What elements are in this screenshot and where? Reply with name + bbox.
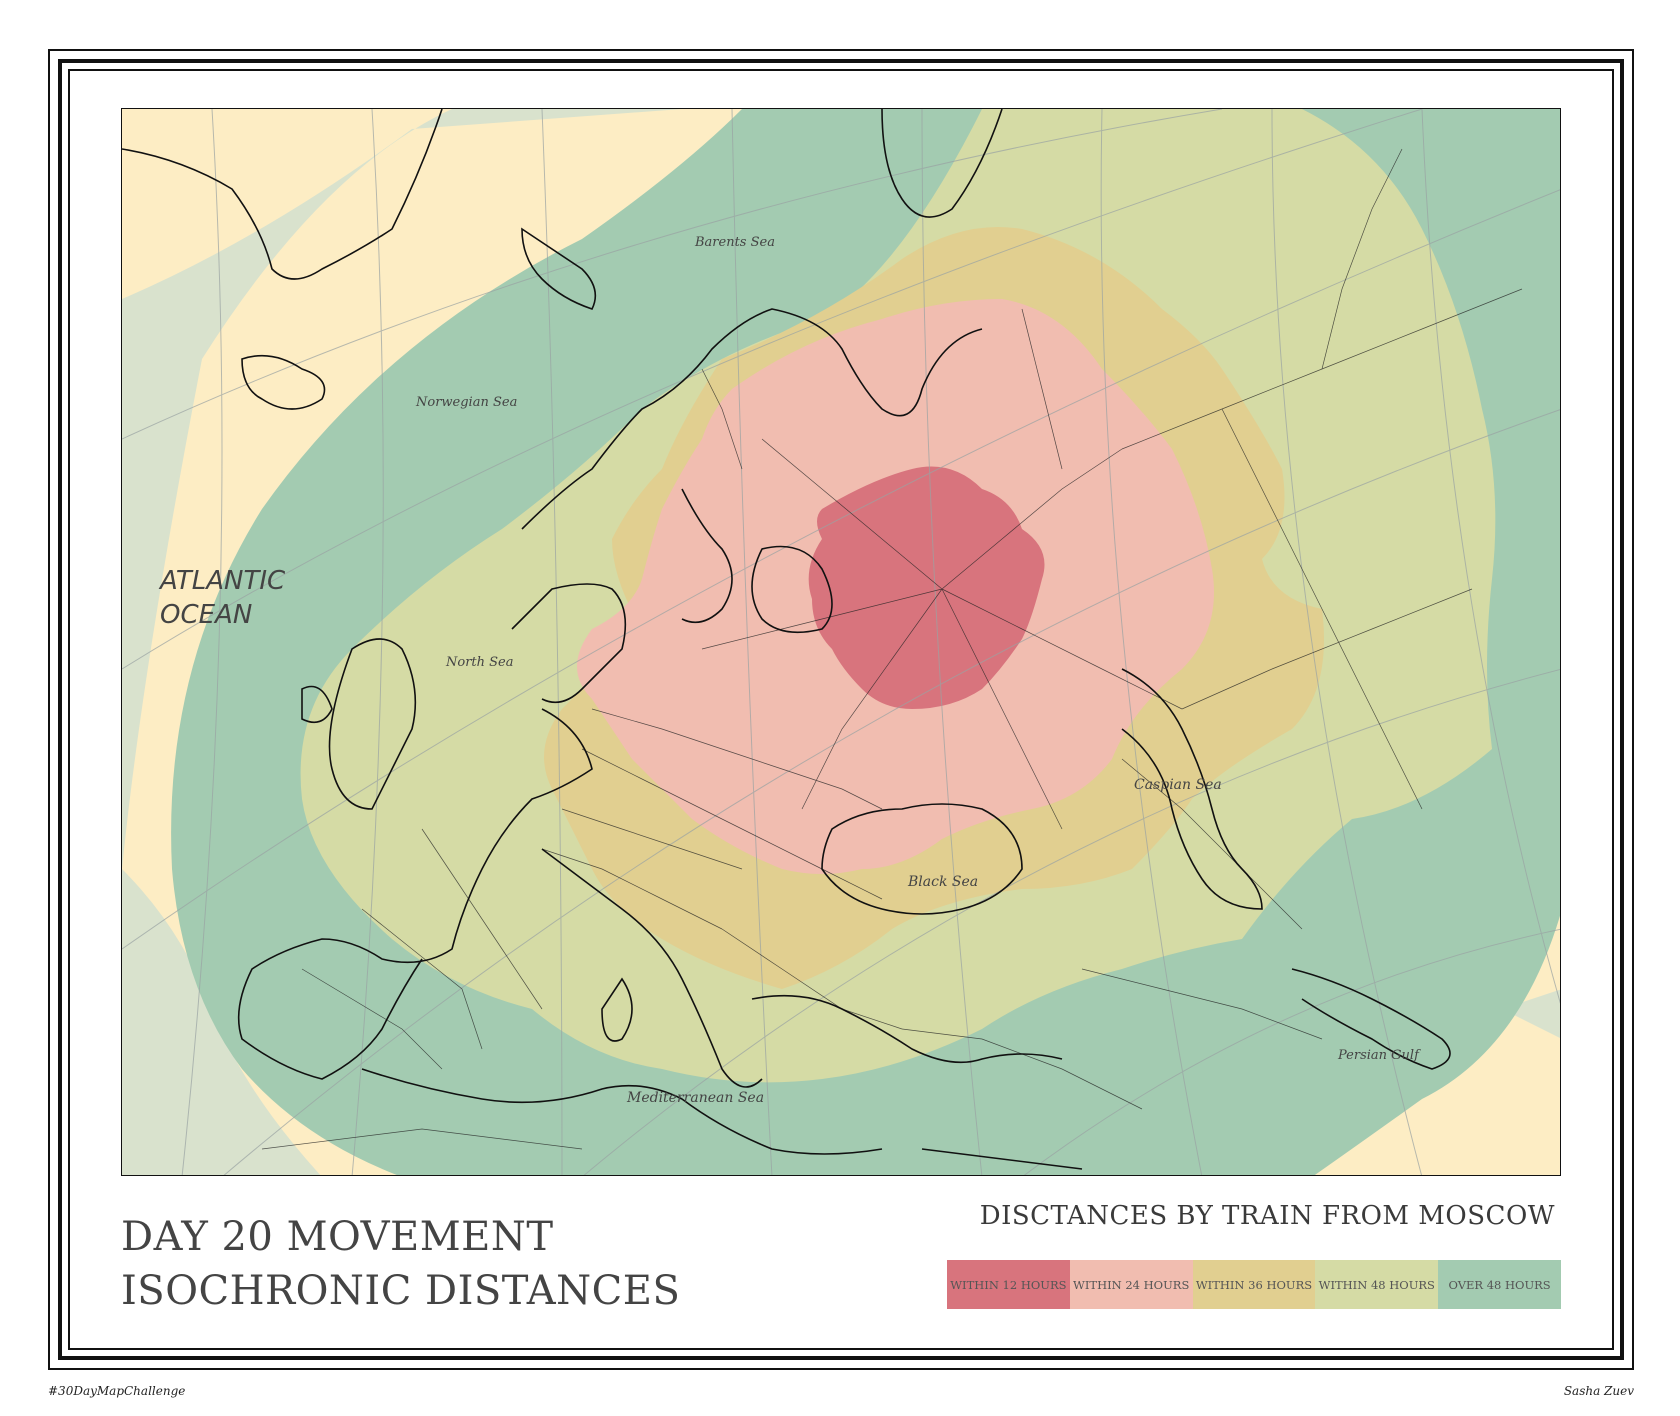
mediterranean-sea-label: Mediterranean Sea <box>626 1090 764 1106</box>
barents-sea-label: Barents Sea <box>694 235 775 250</box>
far-sea-zone-sw <box>122 869 321 1175</box>
far-sea-zone-se <box>1502 989 1560 1038</box>
author-footer: Sasha Zuev <box>1563 1384 1634 1398</box>
atlantic-label-line2: OCEAN <box>160 600 252 630</box>
middle-frame <box>58 59 1624 1360</box>
legend-item-within-12-hours: WITHIN 12 HOURS <box>947 1260 1070 1309</box>
greenland-land <box>122 109 452 289</box>
north-sea-label: North Sea <box>445 655 514 670</box>
caspian-sea-label: Caspian Sea <box>1134 777 1222 793</box>
map-title-line2: ISOCHRONIC DISTANCES <box>121 1268 681 1314</box>
legend-title: DISCTANCES BY TRAIN FROM MOSCOW <box>979 1201 1555 1231</box>
inner-frame <box>68 69 1614 1350</box>
legend-item-within-48-hours: WITHIN 48 HOURS <box>1315 1260 1439 1309</box>
outer-frame <box>48 49 1634 1370</box>
coastlines <box>122 109 1451 1170</box>
atlantic-label-line1: ATLANTIC <box>158 566 286 596</box>
map-title-line1: DAY 20 MOVEMENT <box>121 1214 554 1260</box>
map-panel[interactable]: ATLANTIC OCEAN Barents Sea Norwegian Sea… <box>121 108 1561 1176</box>
map-title: DAY 20 MOVEMENT ISOCHRONIC DISTANCES <box>121 1210 680 1318</box>
hashtag-footer: #30DayMapChallenge <box>48 1384 186 1398</box>
norwegian-sea-label: Norwegian Sea <box>415 395 517 410</box>
graticule <box>122 109 1560 1175</box>
persian-gulf-label: Persian Gulf <box>1337 1048 1421 1063</box>
legend-item-over-48-hours: OVER 48 HOURS <box>1438 1260 1561 1309</box>
legend-item-within-24-hours: WITHIN 24 HOURS <box>1069 1260 1193 1309</box>
legend-item-within-36-hours: WITHIN 36 HOURS <box>1192 1260 1316 1309</box>
legend: WITHIN 12 HOURS WITHIN 24 HOURS WITHIN 3… <box>947 1260 1561 1309</box>
black-sea-label: Black Sea <box>907 874 978 890</box>
isochrone-map[interactable]: ATLANTIC OCEAN Barents Sea Norwegian Sea… <box>122 109 1561 1176</box>
